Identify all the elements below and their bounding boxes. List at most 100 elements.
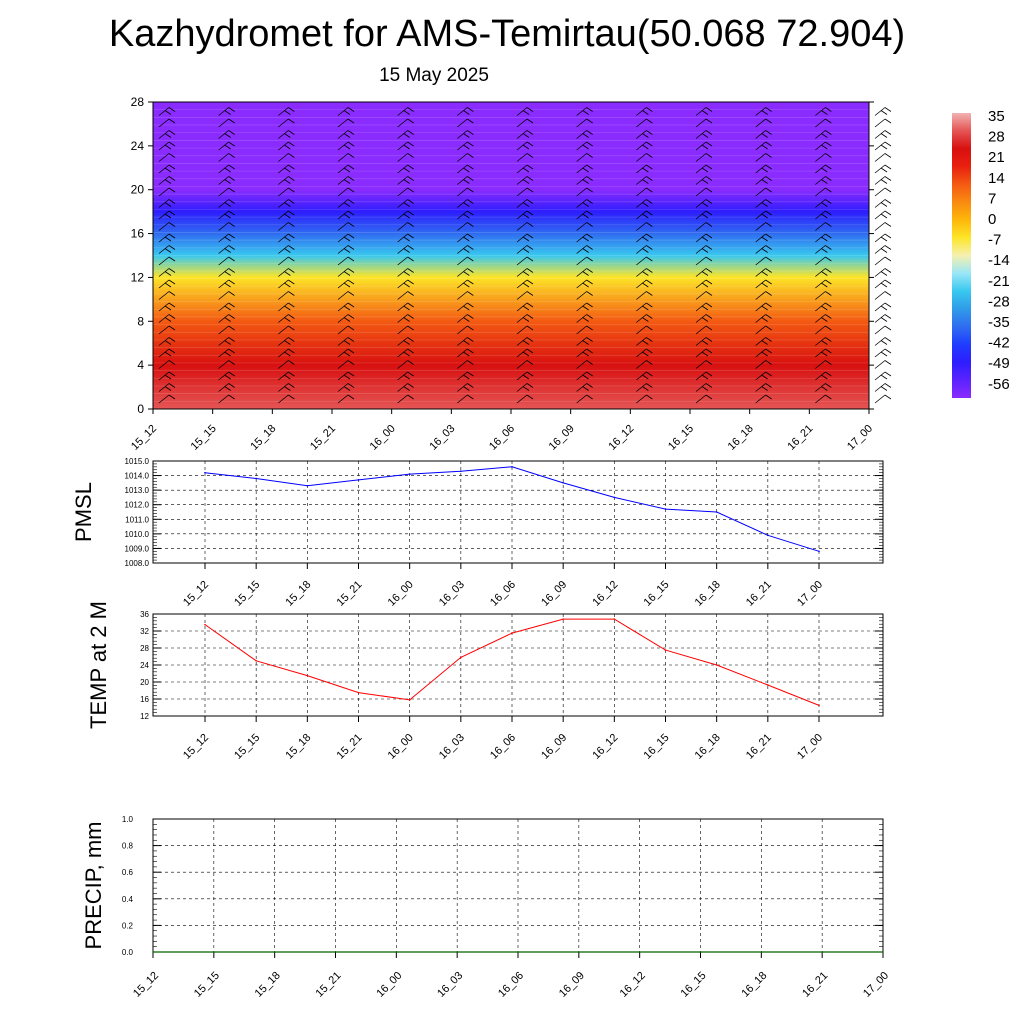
wind-barb bbox=[695, 222, 713, 231]
data-point bbox=[306, 484, 309, 487]
wind-barb bbox=[576, 199, 593, 208]
y-tick-label: 1015.0 bbox=[125, 457, 150, 466]
wind-barb bbox=[397, 222, 414, 231]
wind-barb bbox=[397, 279, 414, 289]
colorbar-label: -35 bbox=[988, 314, 1010, 331]
wind-barb bbox=[397, 245, 414, 254]
x-tick-label: 16_21 bbox=[785, 423, 815, 453]
y-tick-label: 20 bbox=[140, 678, 149, 687]
wind-barb bbox=[755, 233, 772, 243]
x-tick-label: 16_09 bbox=[539, 579, 569, 609]
y-tick-label: 16 bbox=[140, 695, 149, 704]
wind-barb bbox=[874, 107, 892, 116]
wind-barb bbox=[337, 176, 355, 185]
wind-barb bbox=[755, 187, 772, 197]
wind-barb bbox=[636, 164, 653, 174]
wind-barb bbox=[516, 107, 534, 116]
wind-barb bbox=[516, 118, 534, 128]
wind-barb bbox=[397, 291, 414, 300]
wind-barb bbox=[636, 337, 653, 346]
y-tick-label: 0.2 bbox=[122, 921, 134, 930]
x-tick-label: 15_12 bbox=[131, 970, 161, 1000]
wind-barb bbox=[397, 302, 414, 312]
wind-barb bbox=[874, 130, 892, 139]
wind-barb bbox=[278, 141, 295, 151]
wind-barb bbox=[158, 337, 176, 346]
wind-barb bbox=[516, 233, 534, 243]
wind-barb bbox=[218, 141, 235, 151]
y-tick-label: 1012.0 bbox=[125, 501, 150, 510]
x-tick-label: 15_12 bbox=[129, 423, 159, 453]
wind-barb bbox=[397, 371, 414, 381]
y-tick-label: 0.0 bbox=[122, 948, 134, 957]
data-point bbox=[562, 482, 564, 484]
wind-barb bbox=[218, 371, 235, 381]
x-tick-label: 16_06 bbox=[496, 970, 526, 1000]
wind-barb bbox=[755, 314, 772, 323]
wind-barb bbox=[636, 233, 653, 243]
y-tick-label: 1009.0 bbox=[125, 544, 150, 553]
wind-barb bbox=[158, 314, 176, 323]
wind-barb bbox=[218, 233, 235, 243]
wind-barb bbox=[158, 141, 176, 151]
y-tick-label: 28 bbox=[131, 95, 145, 109]
wind-barb bbox=[755, 394, 772, 404]
wind-barb bbox=[815, 118, 832, 128]
wind-barb bbox=[337, 245, 355, 254]
wind-barb bbox=[457, 314, 474, 323]
wind-barb bbox=[278, 279, 295, 289]
wind-barb bbox=[158, 187, 176, 197]
wind-barb bbox=[516, 325, 534, 335]
wind-barb bbox=[158, 176, 176, 185]
wind-barb bbox=[278, 164, 295, 174]
wind-barb bbox=[815, 360, 832, 369]
wind-barb bbox=[457, 348, 474, 358]
wind-barb bbox=[576, 233, 593, 243]
data-point bbox=[767, 684, 769, 686]
wind-barb bbox=[218, 302, 235, 312]
x-tick-label: 16_12 bbox=[590, 732, 620, 762]
wind-barb bbox=[337, 360, 355, 369]
wind-barb bbox=[337, 383, 355, 392]
colorbar-label: -28 bbox=[988, 293, 1010, 310]
wind-barb bbox=[457, 245, 474, 254]
x-tick-label: 15_12 bbox=[181, 732, 211, 762]
x-tick-label: 15_21 bbox=[335, 732, 365, 762]
wind-barb bbox=[576, 348, 593, 358]
wind-barb bbox=[695, 245, 713, 254]
colorbar: 35 28 21 14 7 0 -7 -14 -21 -28 -35 -42 -49 -56 bbox=[952, 108, 1010, 398]
wind-barb bbox=[158, 279, 176, 289]
data-point bbox=[664, 508, 667, 510]
wind-barb bbox=[457, 268, 474, 277]
heatmap-fill bbox=[153, 102, 869, 409]
y-tick-label: 0.4 bbox=[122, 895, 134, 904]
wind-barb bbox=[516, 371, 534, 381]
wind-barb bbox=[397, 394, 414, 404]
wind-barb bbox=[158, 199, 176, 208]
wind-barb bbox=[636, 210, 653, 220]
wind-barb bbox=[457, 222, 474, 231]
wind-barb bbox=[516, 360, 534, 369]
y-tick-label: 1014.0 bbox=[125, 472, 150, 481]
wind-barb bbox=[158, 291, 176, 300]
data-point bbox=[767, 534, 769, 537]
wind-barb bbox=[695, 256, 713, 266]
wind-barb bbox=[874, 187, 892, 197]
pmsl-panel: 1008.0 1009.0 1010.0 1011.0 1012.0 1013.0 1014… bbox=[71, 457, 884, 609]
wind-barb bbox=[874, 268, 892, 277]
wind-barb bbox=[278, 302, 295, 312]
wind-barb bbox=[516, 337, 534, 346]
wind-barb bbox=[874, 164, 892, 174]
wind-barb bbox=[695, 130, 713, 139]
wind-barb bbox=[278, 268, 295, 277]
wind-barb bbox=[516, 176, 534, 185]
wind-barb bbox=[576, 256, 593, 266]
y-tick-label: 1010.0 bbox=[125, 530, 150, 539]
wind-barb bbox=[516, 164, 534, 174]
x-tick-label: 16_06 bbox=[488, 579, 518, 609]
wind-barb bbox=[337, 222, 355, 231]
wind-barb bbox=[278, 176, 295, 185]
wind-barb bbox=[516, 187, 534, 197]
wind-barb bbox=[516, 383, 534, 392]
x-tick-label: 15_21 bbox=[335, 579, 365, 609]
